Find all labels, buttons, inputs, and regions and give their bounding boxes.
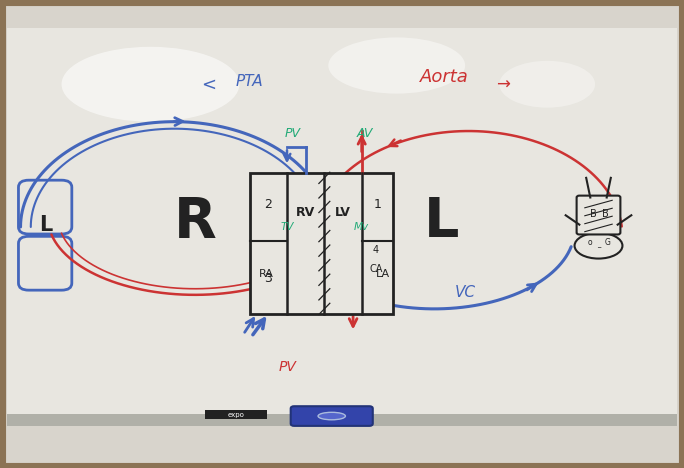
Ellipse shape — [328, 37, 465, 94]
Text: B: B — [590, 209, 596, 219]
Text: TV: TV — [280, 221, 293, 232]
Text: 3: 3 — [265, 272, 272, 285]
Ellipse shape — [318, 412, 345, 420]
Text: L: L — [423, 195, 459, 249]
Text: PTA: PTA — [236, 74, 263, 89]
Text: 4: 4 — [373, 245, 379, 256]
Text: LV: LV — [335, 206, 351, 219]
Text: PV: PV — [278, 360, 296, 374]
Text: CA: CA — [369, 263, 383, 274]
Text: RV: RV — [296, 206, 315, 219]
Bar — [250, 173, 393, 314]
Ellipse shape — [575, 233, 622, 258]
Text: expo: expo — [228, 412, 244, 417]
Ellipse shape — [499, 61, 595, 108]
Text: 1: 1 — [373, 197, 382, 211]
Bar — [205, 410, 267, 419]
FancyBboxPatch shape — [18, 180, 72, 234]
Text: 2: 2 — [265, 197, 272, 211]
Text: o: o — [588, 238, 592, 247]
Text: Mv: Mv — [354, 221, 369, 232]
Text: RA: RA — [259, 269, 274, 279]
Text: B: B — [602, 209, 609, 219]
Bar — [7, 414, 677, 426]
Ellipse shape — [62, 47, 239, 122]
Text: LA: LA — [376, 269, 391, 279]
Text: R: R — [174, 195, 216, 249]
Text: Aorta: Aorta — [420, 68, 469, 86]
Text: VC: VC — [455, 285, 475, 300]
Text: <: < — [201, 76, 216, 94]
FancyBboxPatch shape — [577, 196, 620, 234]
FancyBboxPatch shape — [18, 236, 72, 290]
Text: PV: PV — [285, 127, 301, 140]
Bar — [7, 28, 677, 426]
FancyBboxPatch shape — [291, 406, 373, 426]
Text: AV: AV — [356, 127, 373, 140]
Text: L: L — [39, 215, 53, 234]
Text: →: → — [496, 76, 510, 94]
Text: G: G — [605, 238, 610, 247]
Text: ─: ─ — [597, 246, 600, 251]
